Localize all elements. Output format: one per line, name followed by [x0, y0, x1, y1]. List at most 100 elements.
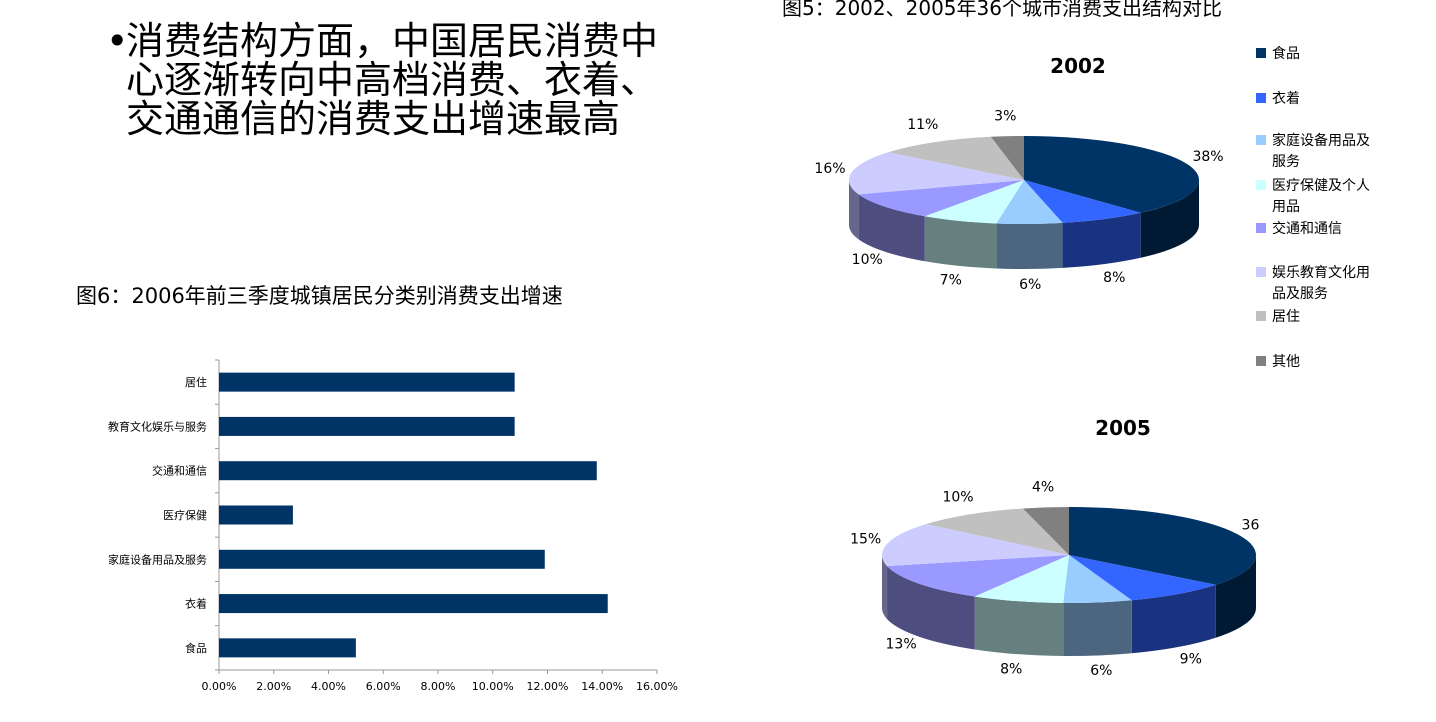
- bullet-marker: •: [106, 19, 129, 63]
- pie-side-4: [887, 566, 975, 650]
- pie-side-2: [1063, 600, 1132, 656]
- pie-pct-label: 36%: [1242, 517, 1260, 533]
- pie-side-5: [882, 555, 888, 620]
- pie-side-5: [849, 180, 859, 240]
- category-label: 居住: [185, 375, 207, 389]
- pie-slice-4: [887, 555, 1069, 597]
- pie-slice-1: [1069, 555, 1216, 601]
- legend-item: 食品: [1256, 44, 1372, 65]
- bar-3: [219, 505, 293, 525]
- pie-slice-2: [1063, 555, 1132, 604]
- legend-swatch: [1256, 93, 1266, 103]
- pie-chart-title: 图5：2002、2005年36个城市消费支出结构对比: [782, 0, 1222, 20]
- pie-pct-label: 10%: [852, 252, 883, 268]
- legend-label: 娱乐教育文化用品及服务: [1272, 265, 1370, 302]
- legend-item: 医疗保健及个人用品: [1256, 176, 1372, 218]
- legend-swatch: [1256, 311, 1266, 321]
- pie-slice-3: [924, 180, 1024, 224]
- x-tick-label: 0.00%: [202, 680, 237, 693]
- pie-slice-0: [1069, 507, 1256, 585]
- legend-item: 居住: [1256, 307, 1372, 328]
- pie-pct-label: 6%: [1019, 277, 1041, 293]
- pie-pct-label: 13%: [886, 636, 917, 652]
- category-label: 家庭设备用品及服务: [108, 552, 207, 566]
- legend-label: 食品: [1272, 46, 1300, 62]
- pie-slice-4: [858, 180, 1024, 217]
- legend-item: 交通和通信: [1256, 219, 1372, 240]
- legend-swatch: [1256, 267, 1266, 277]
- pie-pct-label: 38%: [1192, 149, 1223, 165]
- x-tick-label: 12.00%: [527, 680, 569, 693]
- pie-pct-label: 11%: [907, 117, 938, 133]
- pie-side-4: [858, 194, 925, 262]
- pie-slice-5: [849, 152, 1024, 195]
- pie-pct-label: 15%: [850, 531, 881, 547]
- pie-slice-0: [1024, 136, 1199, 213]
- pie-pct-label: 6%: [1090, 663, 1112, 679]
- pie-pct-label: 3%: [994, 108, 1016, 124]
- pie-slice-3: [974, 555, 1069, 603]
- pie-side-0: [1215, 555, 1256, 638]
- legend-item: 衣着: [1256, 89, 1372, 110]
- pie-pct-label: 7%: [940, 272, 962, 288]
- x-tick-label: 10.00%: [472, 680, 514, 693]
- bar-4: [219, 549, 545, 569]
- pie-pct-label: 16%: [814, 161, 845, 177]
- category-label: 食品: [185, 641, 207, 655]
- bar-0: [219, 372, 515, 392]
- x-tick-label: 4.00%: [311, 680, 346, 693]
- legend-label: 医疗保健及个人用品: [1272, 178, 1370, 215]
- legend-label: 衣着: [1272, 91, 1300, 107]
- legend-item: 家庭设备用品及服务: [1256, 131, 1372, 173]
- legend-label: 交通和通信: [1272, 221, 1342, 237]
- pie-title: 2005: [1095, 416, 1151, 440]
- pie-2005: 36% 9% 6% 8% 13% 15% 10% 4% 2005: [850, 416, 1260, 679]
- pie-pct-label: 8%: [1103, 270, 1125, 286]
- pie-slice-1: [1024, 180, 1141, 223]
- category-label: 衣着: [185, 597, 207, 611]
- pie-charts: 38% 8% 6% 7% 10% 16% 11% 3% 2002 36% 9% 6% 8% 13% 15% 1…: [814, 54, 1260, 679]
- bar-1: [219, 416, 515, 436]
- legend-label: 其他: [1272, 354, 1300, 370]
- legend-label: 家庭设备用品及服务: [1272, 133, 1370, 170]
- pie-slice-6: [888, 136, 1024, 180]
- legend-swatch: [1256, 135, 1266, 145]
- legend-swatch: [1256, 356, 1266, 366]
- pie-side-1: [1131, 584, 1216, 654]
- x-tick-label: 14.00%: [581, 680, 623, 693]
- pie-pct-label: 9%: [1180, 651, 1202, 667]
- pie-slice-2: [996, 180, 1063, 225]
- x-tick-label: 2.00%: [256, 680, 291, 693]
- bar-5: [219, 594, 608, 614]
- bar-chart-title: 图6：2006年前三季度城镇居民分类别消费支出增速: [76, 284, 563, 308]
- pie-pct-label: 4%: [1032, 480, 1054, 496]
- legend-swatch: [1256, 48, 1266, 58]
- bar-6: [219, 638, 356, 658]
- legend-swatch: [1256, 223, 1266, 233]
- x-tick-label: 6.00%: [366, 680, 401, 693]
- legend-item: 其他: [1256, 352, 1372, 373]
- category-label: 教育文化娱乐与服务: [108, 419, 207, 433]
- pie-2002: 38% 8% 6% 7% 10% 16% 11% 3% 2002: [814, 54, 1223, 293]
- pie-side-0: [1140, 180, 1199, 258]
- pie-slice-5: [882, 524, 1069, 567]
- legend-item: 娱乐教育文化用品及服务: [1256, 263, 1372, 305]
- x-tick-label: 16.00%: [636, 680, 678, 693]
- x-tick-label: 8.00%: [421, 680, 456, 693]
- legend-swatch: [1256, 180, 1266, 190]
- bullet-point: • 消费结构方面，中国居民消费中心逐渐转向中高档消费、衣着、交通通信的消费支出增…: [106, 22, 666, 139]
- pie-side-2: [996, 222, 1063, 269]
- pie-slice-7: [1022, 507, 1069, 555]
- pie-pct-label: 10%: [942, 489, 973, 505]
- pie-slice-6: [925, 508, 1069, 555]
- pie-side-3: [974, 596, 1064, 656]
- bullet-text: 消费结构方面，中国居民消费中心逐渐转向中高档消费、衣着、交通通信的消费支出增速最…: [126, 19, 659, 141]
- category-label: 医疗保健: [163, 508, 207, 522]
- pie-side-1: [1062, 212, 1141, 268]
- pie-pct-label: 8%: [1000, 661, 1022, 677]
- pie-slice-7: [990, 136, 1024, 180]
- pie-side-3: [924, 216, 997, 269]
- legend-label: 居住: [1272, 309, 1300, 325]
- category-label: 交通和通信: [152, 464, 207, 478]
